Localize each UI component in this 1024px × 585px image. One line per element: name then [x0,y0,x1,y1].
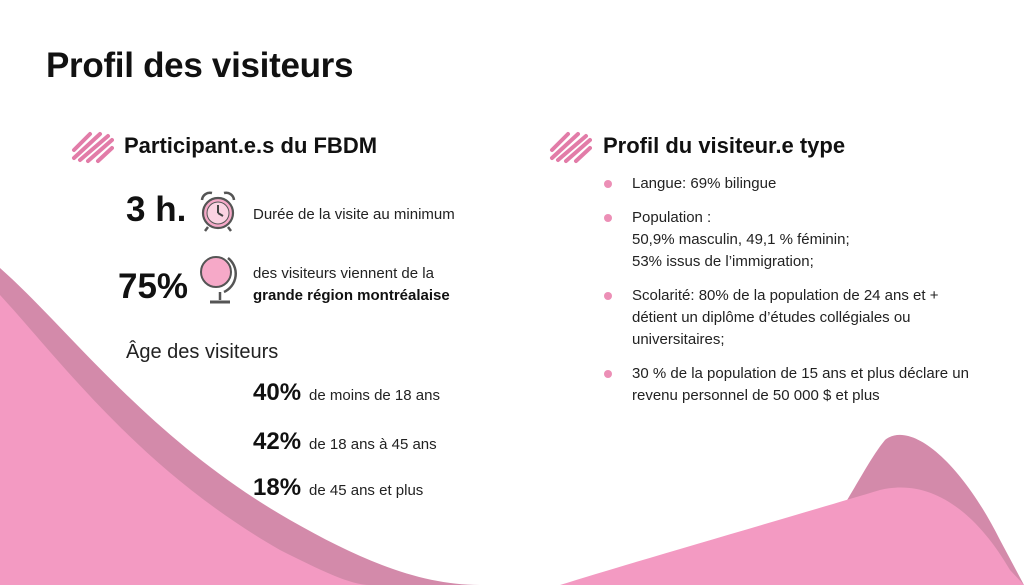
list-item-line: 50,9% masculin, 49,1 % féminin; [632,231,850,248]
list-item: Scolarité: 80% de la population de 24 an… [604,285,984,351]
list-item-line: Population : [632,209,712,226]
globe-icon [200,256,237,304]
list-item-line: Scolarité: 80% de la population de 24 an… [632,287,939,348]
list-item-line: 30 % de la population de 15 ans et plus … [632,365,969,404]
right-heading: Profil du visiteur.e type [603,133,846,158]
stat-duration-text: Durée de la visite au minimum [253,206,455,223]
age-label: de moins de 18 ans [309,387,440,404]
list-item: Langue: 69% bilingue [604,173,984,195]
list-item-line: Langue: 69% bilingue [632,175,777,192]
back-wave-dark [0,268,1024,585]
stat-duration-value: 3 h. [126,190,187,229]
age-row: 40% de moins de 18 ans [253,379,440,407]
age-percent: 40% [253,379,302,406]
page-title: Profil des visiteurs [46,46,354,85]
list-item-line: 53% issus de l’immigration; [632,253,814,270]
bullet-dot [604,180,612,188]
age-percent: 18% [253,474,302,501]
age-title: Âge des visiteurs [126,341,279,363]
pink-scribble-icon [72,132,114,163]
list-item: 30 % de la population de 15 ans et plus … [604,363,984,407]
age-row: 18% de 45 ans et plus [253,474,423,502]
stat-origin-value: 75% [118,267,189,306]
age-percent: 42% [253,428,302,455]
age-row: 42% de 18 ans à 45 ans [253,428,437,456]
pink-scribble-icon [550,132,592,163]
alarm-clock-icon [200,191,236,232]
stat-origin-text-line: des visiteurs viennent de la [253,265,434,282]
left-heading: Participant.e.s du FBDM [124,133,378,158]
bullet-dot [604,370,612,378]
front-wave-pink [0,295,1024,585]
profile-list: Langue: 69% bilingue Population : 50,9% … [604,173,984,419]
age-label: de 18 ans à 45 ans [309,436,437,453]
stat-origin-text: des visiteurs viennent de la grande régi… [253,263,450,307]
age-label: de 45 ans et plus [309,482,424,499]
bullet-dot [604,292,612,300]
list-item: Population : 50,9% masculin, 49,1 % fémi… [604,207,984,273]
stat-origin-text-bold: grande région montréalaise [253,287,450,304]
bullet-dot [604,214,612,222]
